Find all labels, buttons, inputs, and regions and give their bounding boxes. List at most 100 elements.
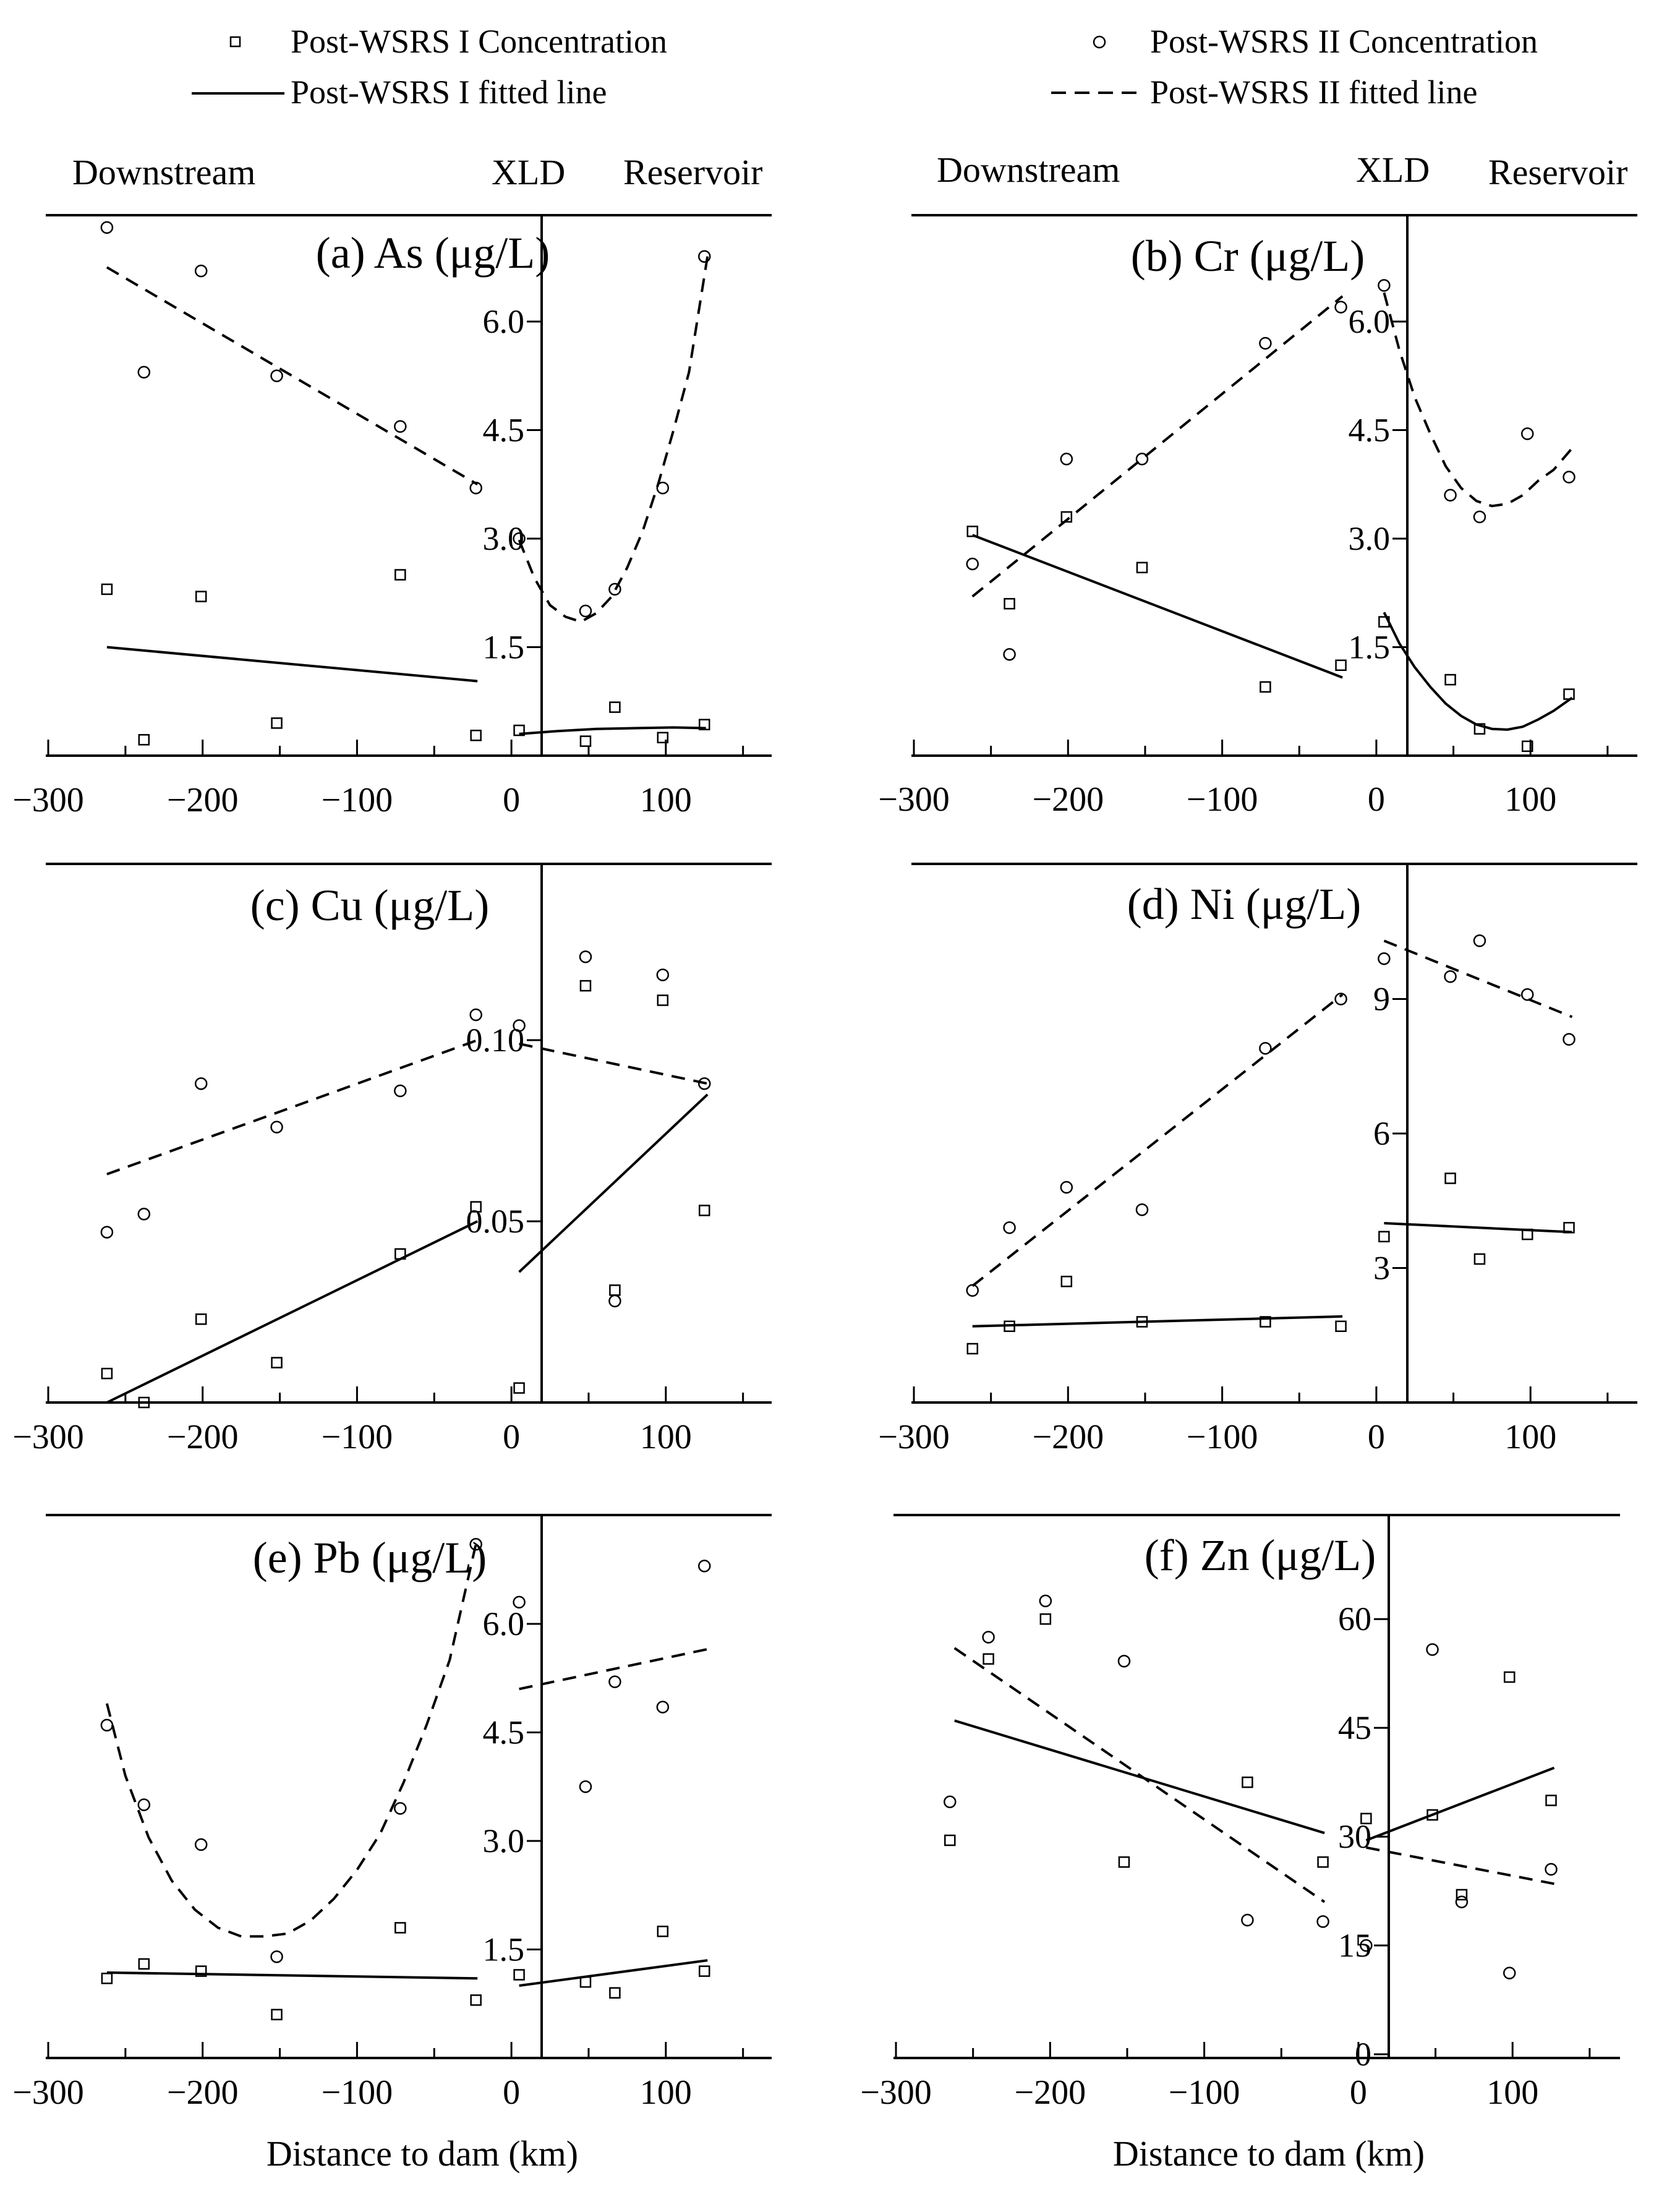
data-point-wsrs-i [101,1367,113,1380]
data-point-wsrs-ii [1360,1939,1373,1952]
dam-label-left: XLD [492,152,565,192]
data-point-wsrs-i [271,2009,283,2021]
x-tick-label: 0 [503,1418,520,1456]
data-point-wsrs-ii [469,1538,482,1551]
data-point-wsrs-ii [608,583,621,596]
legend: Post-WSRS I Concentration Post-WSRS I fi… [192,23,1538,111]
data-point-wsrs-i [1444,1172,1456,1184]
data-point-wsrs-i [1039,1613,1052,1625]
data-point-wsrs-ii [1473,510,1486,524]
data-point-wsrs-ii [1117,1654,1131,1668]
data-point-wsrs-i [1473,723,1486,735]
x-tick-label: −200 [167,1418,239,1456]
fitted-line-wsrs-i [954,1719,1325,1835]
y-tick-label: 4.5 [1349,412,1391,449]
data-point-wsrs-ii [656,481,670,495]
data-point-wsrs-i [513,1969,525,1981]
y-tick-label: 9 [1373,981,1390,1018]
y-tick-label: 1.5 [1349,629,1391,666]
x-tick-label: −100 [322,781,393,819]
data-point-wsrs-ii [1545,1863,1558,1876]
fitted-line-wsrs-ii [106,1039,478,1176]
x-tick-label: −100 [1187,780,1258,819]
data-point-wsrs-i [657,994,669,1006]
fitted-line-wsrs-i [519,726,706,735]
x-tick-label: −200 [167,781,239,819]
data-point-wsrs-i [966,526,978,537]
data-point-wsrs-i [1136,1316,1148,1328]
data-point-wsrs-ii [1520,427,1534,440]
chart-title: (b) Cr (μg/L) [1131,231,1365,281]
data-point-wsrs-i [138,1396,150,1409]
panels: −300 −200 −100 0 100 1.5 3.0 4.5 6.0 (a) As (μg/L… [12,214,1637,2112]
data-point-wsrs-ii [656,968,670,981]
data-point-wsrs-ii [966,1284,979,1297]
data-point-wsrs-i [138,1958,150,1970]
y-tick-label: 6.0 [483,303,525,340]
data-point-wsrs-i [394,1922,406,1934]
fitted-line-wsrs-ii [106,266,479,486]
y-tick-label: 15 [1338,1927,1371,1964]
data-point-wsrs-i [1335,659,1347,671]
data-point-wsrs-i [579,735,592,747]
data-point-wsrs-ii [137,1798,151,1811]
data-point-wsrs-i [195,1313,207,1325]
data-point-wsrs-ii [656,1701,670,1714]
data-point-wsrs-i [1444,673,1456,686]
data-point-wsrs-i [1060,511,1073,523]
data-point-wsrs-i [1473,1253,1486,1265]
reservoir-label-right: Reservoir [1488,152,1628,192]
x-tick-label: −300 [12,1418,84,1456]
x-tick-label: −100 [1187,1418,1258,1456]
fitted-line-wsrs-i [518,1093,709,1273]
data-point-wsrs-i [944,1834,956,1847]
x-tick-label: −100 [322,1418,393,1456]
y-tick-label: 0 [1355,2036,1371,2073]
x-tick-label: 100 [640,2073,692,2112]
x-tick-label: −300 [12,2073,84,2112]
data-point-wsrs-i [1004,1320,1015,1332]
data-point-wsrs-ii [1444,970,1457,983]
data-point-wsrs-ii [697,250,711,263]
data-point-wsrs-i [609,1284,621,1296]
data-point-wsrs-i [609,701,621,713]
y-tick-label: 6.0 [1349,303,1391,340]
y-tick-label: 6.0 [483,1605,525,1642]
data-point-wsrs-ii [394,1084,407,1098]
data-point-wsrs-i [394,1248,406,1260]
data-point-wsrs-ii [513,1595,526,1609]
data-point-wsrs-i [1563,1222,1575,1234]
data-point-wsrs-i [470,1994,482,2006]
x-tick-label: 0 [1368,1418,1385,1456]
fitted-line-wsrs-ii [953,1647,1326,1903]
y-tick-label: 3.0 [483,1822,525,1859]
x-tick-label: −300 [878,780,950,819]
data-point-wsrs-i [470,1201,482,1213]
data-point-wsrs-i [1521,740,1533,753]
data-point-wsrs-ii [1520,988,1534,1001]
data-point-wsrs-ii [1444,489,1457,502]
data-point-wsrs-i [513,724,525,736]
fitted-line-wsrs-ii [519,1042,708,1085]
chart-title: (c) Cu (μg/L) [250,881,489,930]
data-point-wsrs-ii [513,1019,526,1032]
legend-circle-marker [1093,35,1106,49]
data-point-wsrs-i [513,1382,525,1394]
data-point-wsrs-i [657,732,669,743]
data-point-wsrs-ii [1316,1915,1329,1928]
fitted-line-wsrs-i [106,1220,479,1404]
data-point-wsrs-ii [513,532,526,545]
legend-square-marker [229,36,241,48]
chart-panel-f: −300 −200 −100 0 100 0 15 30 45 60 (f) Zn (μg/L) [860,1514,1620,2112]
data-point-wsrs-ii [1003,1221,1016,1234]
data-point-wsrs-ii [966,557,979,571]
x-tick-label: 0 [1368,780,1385,819]
data-point-wsrs-ii [1563,471,1576,484]
legend-left-marker-label: Post-WSRS I Concentration [291,23,667,60]
data-point-wsrs-i [1378,1231,1390,1242]
data-point-wsrs-ii [1039,1594,1052,1608]
data-point-wsrs-ii [394,1802,407,1815]
x-tick-label: 0 [503,2073,520,2112]
data-point-wsrs-i [1118,1856,1130,1868]
fitted-line-wsrs-i [519,1959,708,1987]
